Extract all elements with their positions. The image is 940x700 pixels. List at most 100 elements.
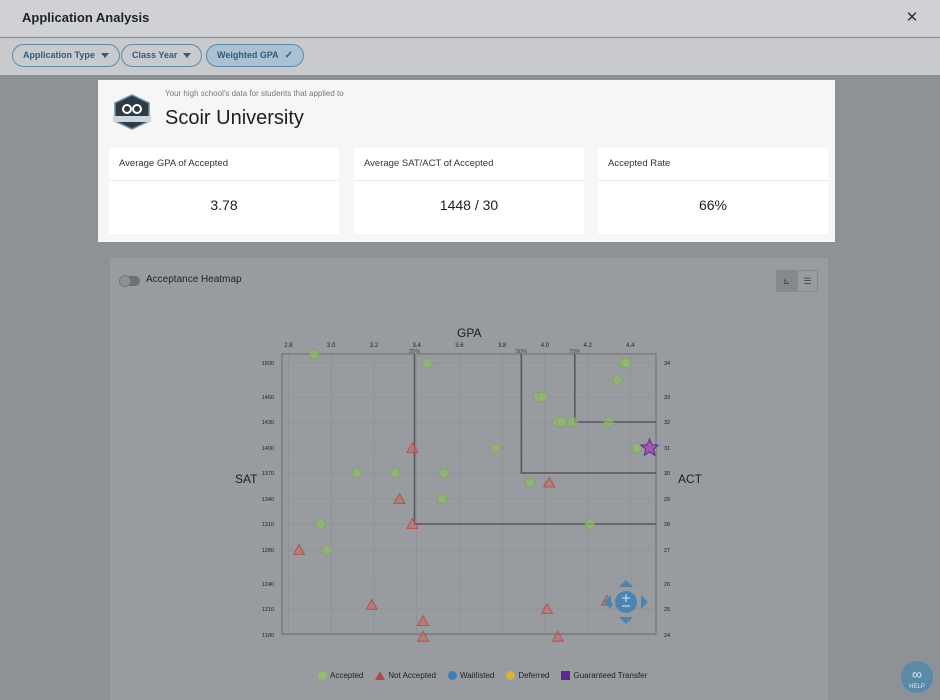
pan-down-icon[interactable] xyxy=(619,617,633,624)
accepted-point xyxy=(308,349,320,360)
percentile-label: 25% xyxy=(409,349,420,355)
accepted-point xyxy=(351,467,363,479)
college-name: Scoir University xyxy=(165,107,304,129)
heatmap-toggle[interactable] xyxy=(119,275,140,287)
legend-marker xyxy=(561,671,571,680)
filter-bar: Application Type Class Year Weighted GPA… xyxy=(0,38,940,75)
college-summary-card: Your high school's data for students tha… xyxy=(98,80,835,242)
scatter-view-button[interactable]: ⊾ xyxy=(776,270,797,292)
accepted-point xyxy=(490,442,501,454)
summary-subtitle: Your high school's data for students tha… xyxy=(165,89,344,98)
legend-item-guaranteed-transfer: Guaranteed Transfer xyxy=(561,671,647,680)
stat-accepted-rate: Accepted Rate 66% xyxy=(598,148,828,234)
percentile-label: 75% xyxy=(569,349,580,355)
sat-tick-label: 1370 xyxy=(262,471,274,477)
class-year-filter[interactable]: Class Year xyxy=(121,44,203,67)
act-tick-label: 31 xyxy=(664,446,670,452)
close-button[interactable]: ✕ xyxy=(905,9,919,26)
sat-tick-label: 1430 xyxy=(262,420,274,426)
sat-tick-label: 1240 xyxy=(262,582,274,588)
filter-label: Class Year xyxy=(132,50,178,60)
stat-value: 66% xyxy=(698,197,728,213)
application-type-filter[interactable]: Application Type xyxy=(12,44,120,67)
sat-tick-label: 1460 xyxy=(262,395,274,401)
sat-tick-label: 1180 xyxy=(262,633,274,639)
scatter-chart-icon: ⊾ xyxy=(782,276,791,286)
not-accepted-point xyxy=(416,614,430,627)
x-tick-label: 4.2 xyxy=(583,343,592,349)
help-label: HELP xyxy=(909,684,925,690)
accepted-point xyxy=(439,467,450,479)
help-button[interactable]: ∞ HELP xyxy=(901,661,933,693)
sat-tick-label: 1500 xyxy=(262,361,274,367)
accepted-point xyxy=(631,442,642,454)
not-accepted-point xyxy=(406,441,419,453)
not-accepted-point xyxy=(540,602,554,614)
list-icon: ☰ xyxy=(803,276,812,286)
scatter-plot: 2.8 3.0 3.2 3.4 3.6 3.8 4.0 4.2 4.4 1500 1460 1430 1… xyxy=(262,343,670,642)
accepted-point xyxy=(556,416,568,428)
legend-item-accepted: Accepted xyxy=(318,671,363,680)
accepted-point xyxy=(422,357,433,369)
not-accepted-point xyxy=(542,476,556,488)
student-star-marker xyxy=(639,437,660,457)
stat-value: 1448 / 30 xyxy=(439,197,499,213)
act-tick-label: 24 xyxy=(664,633,670,639)
not-accepted-point xyxy=(292,543,306,555)
legend-marker xyxy=(375,671,386,680)
sat-tick-label: 1310 xyxy=(262,522,274,528)
y-axis-left-title: SAT xyxy=(235,472,258,486)
accepted-point xyxy=(437,493,448,505)
pan-up-icon[interactable] xyxy=(619,580,633,587)
x-tick-label: 3.0 xyxy=(327,343,336,349)
accepted-point xyxy=(584,518,595,530)
pan-right-icon[interactable] xyxy=(641,595,648,609)
accepted-point xyxy=(620,357,632,369)
pan-left-icon[interactable] xyxy=(604,595,611,609)
stat-label: Average SAT/ACT of Accepted xyxy=(354,148,584,181)
act-tick-label: 27 xyxy=(664,548,670,554)
not-accepted-point xyxy=(406,517,419,529)
legend-item-not-accepted: Not Accepted xyxy=(375,671,436,680)
x-tick-label: 3.8 xyxy=(498,343,507,349)
chevron-down-icon xyxy=(183,53,192,58)
weighted-gpa-filter[interactable]: Weighted GPA ✓ xyxy=(206,44,305,67)
act-tick-label: 34 xyxy=(664,361,670,367)
plot-frame xyxy=(281,353,657,635)
legend-label: Not Accepted xyxy=(388,671,436,680)
y-axis-right-title: ACT xyxy=(678,472,702,486)
pan-zoom-control[interactable] xyxy=(604,580,648,624)
stat-avg-sat-act: Average SAT/ACT of Accepted 1448 / 30 xyxy=(354,148,584,234)
act-tick-label: 32 xyxy=(664,420,670,426)
filter-label: Application Type xyxy=(23,50,95,60)
percentile-line xyxy=(573,354,656,423)
stat-avg-gpa: Average GPA of Accepted 3.78 xyxy=(109,148,339,234)
stat-label: Accepted Rate xyxy=(598,148,828,181)
accepted-point xyxy=(524,477,536,488)
accepted-point xyxy=(390,467,401,479)
modal-title: Application Analysis xyxy=(22,10,150,25)
sat-tick-label: 1340 xyxy=(262,497,274,503)
x-tick-label: 3.4 xyxy=(412,343,421,349)
act-tick-label: 25 xyxy=(664,607,670,613)
legend-label: Waitlisted xyxy=(459,671,495,680)
sat-tick-label: 1280 xyxy=(262,548,274,554)
accepted-point xyxy=(321,544,333,556)
legend-item-waitlisted: Waitlisted xyxy=(447,671,495,680)
toggle-knob xyxy=(119,275,131,287)
legend-marker xyxy=(447,671,457,680)
not-accepted-point xyxy=(416,630,430,642)
act-tick-label: 33 xyxy=(664,395,670,401)
x-tick-label: 2.8 xyxy=(284,343,293,349)
accepted-point xyxy=(567,416,578,428)
percentile-label: 50% xyxy=(516,349,527,355)
act-tick-label: 26 xyxy=(664,582,670,588)
not-accepted-point xyxy=(393,492,406,504)
checkmark-icon: ✓ xyxy=(284,50,294,61)
not-accepted-point xyxy=(365,598,378,610)
list-view-button[interactable]: ☰ xyxy=(797,270,818,292)
sat-tick-label: 1400 xyxy=(262,446,274,452)
x-tick-label: 3.2 xyxy=(370,343,379,349)
percentile-line xyxy=(520,354,656,474)
modal-header: Application Analysis ✕ xyxy=(0,0,940,37)
